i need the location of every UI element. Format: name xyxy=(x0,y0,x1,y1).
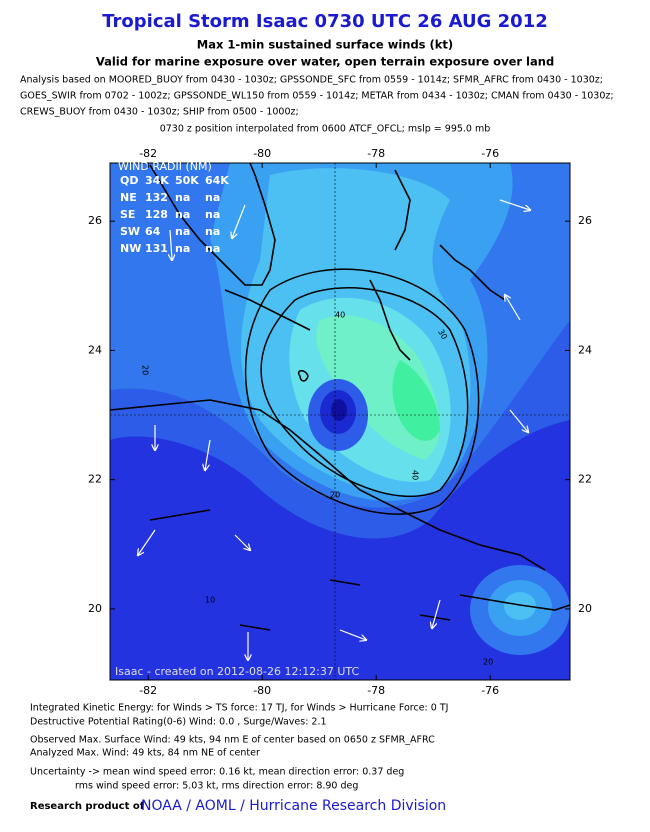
table-cell: na xyxy=(175,191,190,204)
table-cell: 131 xyxy=(145,242,168,255)
table-cell: NW xyxy=(120,242,141,255)
table-cell: 132 xyxy=(145,191,168,204)
credit-label: Research product of xyxy=(30,801,145,812)
wind-radii-table: WIND RADII (NM) QD 34K 50K 64K NE 132 na na SE 12… xyxy=(118,160,229,255)
analysis-line: CREWS_BUOY from 0430 - 1030z; SHIP from … xyxy=(20,107,299,118)
contour-label: 30 xyxy=(436,328,449,341)
info-line: Uncertainty -> mean wind speed error: 0.… xyxy=(30,767,404,778)
info-line: Destructive Potential Rating(0-6) Wind: … xyxy=(30,717,327,728)
table-cell: na xyxy=(175,225,190,238)
credit-link[interactable]: NOAA / AOML / Hurricane Research Divisio… xyxy=(141,798,446,814)
info-line: Integrated Kinetic Energy: for Winds > T… xyxy=(30,703,448,714)
info-line: rms wind speed error: 5.03 kt, rms direc… xyxy=(75,781,358,792)
x-tick-label: -80 xyxy=(253,147,271,160)
contour-label: 20 xyxy=(141,365,150,375)
analysis-line: Analysis based on MOORED_BUOY from 0430 … xyxy=(20,75,603,86)
x-tick-label: -78 xyxy=(367,147,385,160)
table-cell: na xyxy=(205,242,220,255)
table-header: 34K xyxy=(145,174,169,187)
map-frame xyxy=(109,162,571,681)
table-header: QD xyxy=(120,174,138,187)
table-cell: SW xyxy=(120,225,140,238)
table-header: 50K xyxy=(175,174,199,187)
axes: -82 -82 -80 -80 -78 -78 -76 -76 20 20 22 22 24 24 26 26 xyxy=(88,147,592,697)
table-cell: NE xyxy=(120,191,137,204)
table-cell: na xyxy=(205,208,220,221)
table-cell: na xyxy=(175,242,190,255)
y-tick-label: 26 xyxy=(578,214,592,227)
table-cell: 64 xyxy=(145,225,161,238)
wind-field: 40 30 40 20 20 10 20 xyxy=(110,163,570,680)
x-tick-label: -82 xyxy=(139,147,157,160)
table-cell: na xyxy=(175,208,190,221)
footer: Integrated Kinetic Energy: for Winds > T… xyxy=(30,703,448,792)
y-tick-label: 22 xyxy=(88,473,102,486)
created-stamp: Isaac - created on 2012-08-26 12:12:37 U… xyxy=(115,665,360,678)
contour-label: 10 xyxy=(205,596,215,605)
y-tick-label: 20 xyxy=(578,602,592,615)
y-tick-label: 24 xyxy=(578,343,592,356)
subtitle: Valid for marine exposure over water, op… xyxy=(96,55,554,69)
contour-label: 40 xyxy=(411,470,420,480)
title: Tropical Storm Isaac 0730 UTC 26 AUG 201… xyxy=(102,11,548,32)
position-note: 0730 z position interpolated from 0600 A… xyxy=(160,124,491,135)
x-tick-label: -82 xyxy=(139,684,157,697)
y-tick-label: 24 xyxy=(88,343,102,356)
subtitle: Max 1-min sustained surface winds (kt) xyxy=(197,38,453,52)
info-line: Observed Max. Surface Wind: 49 kts, 94 n… xyxy=(30,735,435,746)
contour-label: 40 xyxy=(335,311,345,320)
x-tick-label: -76 xyxy=(481,147,499,160)
analysis-line: GOES_SWIR from 0702 - 1002z; GPSSONDE_WL… xyxy=(20,91,614,102)
y-tick-label: 20 xyxy=(88,602,102,615)
info-line: Analyzed Max. Wind: 49 kts, 84 nm NE of … xyxy=(30,748,260,759)
y-tick-label: 22 xyxy=(578,473,592,486)
table-cell: na xyxy=(205,191,220,204)
table-cell: 128 xyxy=(145,208,168,221)
table-header: 64K xyxy=(205,174,229,187)
table-cell: na xyxy=(205,225,220,238)
table-cell: SE xyxy=(120,208,135,221)
y-tick-label: 26 xyxy=(88,214,102,227)
table-title: WIND RADII (NM) xyxy=(118,160,212,173)
x-tick-label: -80 xyxy=(253,684,271,697)
contour-label: 20 xyxy=(483,658,493,667)
x-tick-label: -76 xyxy=(481,684,499,697)
x-tick-label: -78 xyxy=(367,684,385,697)
